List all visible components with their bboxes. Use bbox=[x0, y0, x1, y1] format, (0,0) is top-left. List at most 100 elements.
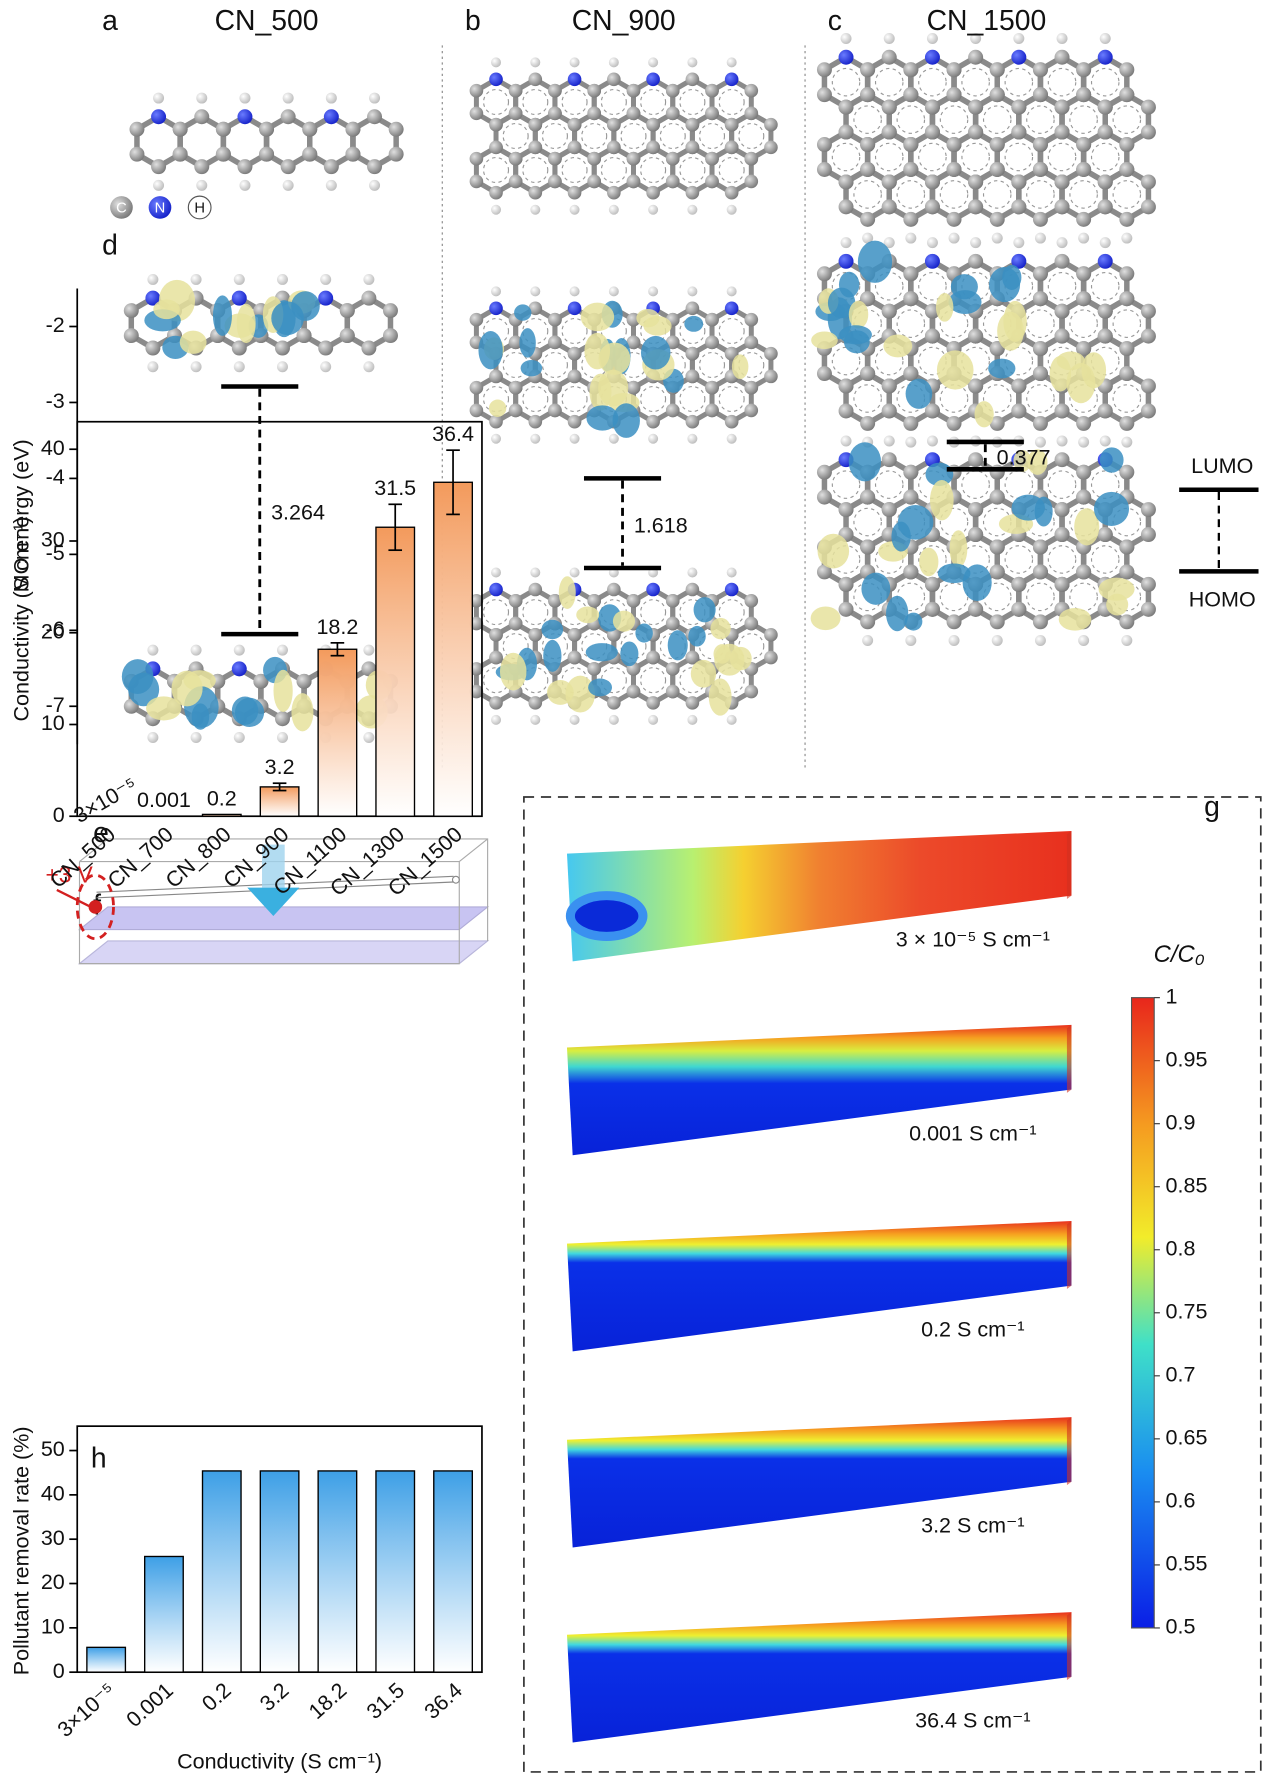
atom bbox=[296, 328, 312, 344]
orbital-lobe bbox=[640, 335, 671, 370]
value-label: 0.2 bbox=[207, 786, 237, 810]
orbital-lobe bbox=[558, 576, 576, 609]
aromatic-ring bbox=[1090, 67, 1120, 97]
aromatic-ring bbox=[853, 384, 882, 413]
atom bbox=[1140, 527, 1156, 543]
atom bbox=[469, 83, 484, 98]
atom bbox=[1032, 366, 1048, 382]
atom bbox=[903, 137, 919, 153]
atom bbox=[489, 185, 503, 200]
atom bbox=[489, 369, 503, 384]
h-atom bbox=[926, 237, 938, 249]
panel-frame bbox=[523, 796, 1262, 1773]
atom bbox=[231, 661, 247, 677]
aromatic-ring bbox=[896, 180, 926, 209]
atom bbox=[946, 87, 962, 103]
atom bbox=[607, 696, 621, 710]
y-tick-label: 0 bbox=[53, 1659, 65, 1683]
atom bbox=[685, 140, 700, 155]
atom bbox=[528, 582, 543, 597]
atom bbox=[881, 124, 897, 140]
device-edge bbox=[79, 838, 489, 941]
orbital-lobe bbox=[810, 606, 841, 631]
atom bbox=[194, 109, 210, 125]
atom bbox=[989, 87, 1005, 103]
device-base bbox=[77, 940, 490, 965]
atom bbox=[860, 211, 876, 227]
value-label: 36.4 bbox=[432, 422, 474, 446]
atom bbox=[567, 117, 582, 132]
atom bbox=[665, 335, 680, 350]
atom bbox=[744, 312, 759, 327]
aromatic-ring bbox=[1026, 309, 1055, 338]
atom bbox=[724, 582, 739, 597]
orbital-lobe bbox=[171, 670, 203, 707]
atom bbox=[489, 117, 503, 132]
orbital-lobe bbox=[541, 619, 564, 640]
atom bbox=[587, 594, 602, 608]
orbital-lobe bbox=[153, 299, 180, 320]
aromatic-ring bbox=[522, 386, 549, 413]
h-atom bbox=[687, 57, 698, 68]
structures bbox=[121, 33, 1156, 1743]
atom bbox=[587, 106, 602, 121]
aromatic-ring bbox=[640, 599, 667, 626]
aromatic-ring bbox=[698, 352, 726, 379]
colorbar-tick-label: 0.75 bbox=[1166, 1299, 1208, 1323]
atom bbox=[489, 140, 503, 155]
atom bbox=[1119, 87, 1135, 103]
aromatic-ring bbox=[1026, 105, 1055, 134]
aromatic-ring bbox=[522, 88, 549, 116]
h-atom bbox=[970, 33, 982, 45]
atom bbox=[924, 49, 940, 65]
h-atom bbox=[569, 714, 580, 725]
atom bbox=[469, 151, 484, 166]
orbital-lobe bbox=[684, 315, 704, 332]
atom bbox=[1076, 415, 1092, 431]
h-atom bbox=[190, 731, 202, 743]
aromatic-ring bbox=[1090, 271, 1120, 301]
orbital-lobe bbox=[1074, 508, 1100, 546]
h-atom bbox=[147, 644, 159, 656]
value-label: 31.5 bbox=[374, 476, 416, 500]
orbital-lobe bbox=[1027, 449, 1048, 475]
atom bbox=[989, 211, 1005, 227]
atom bbox=[646, 696, 660, 710]
atom bbox=[528, 140, 543, 155]
atom bbox=[489, 650, 503, 665]
orbital-lobe bbox=[861, 572, 891, 605]
atom bbox=[646, 140, 660, 155]
orbital-lobe bbox=[817, 533, 850, 569]
atom bbox=[1119, 266, 1135, 282]
orbital-lobe bbox=[635, 623, 653, 643]
orbital-lobe bbox=[1011, 494, 1045, 521]
h-atom bbox=[369, 92, 381, 104]
atom bbox=[567, 185, 582, 200]
y-tick-label: 20 bbox=[41, 619, 65, 643]
bar bbox=[317, 1470, 358, 1673]
aromatic-ring bbox=[718, 88, 745, 116]
atom bbox=[367, 109, 383, 125]
h-atom bbox=[726, 433, 737, 444]
h-atom bbox=[190, 273, 202, 285]
orbital-lobe bbox=[935, 292, 954, 322]
atom bbox=[1119, 162, 1135, 177]
orbital-lobe bbox=[919, 547, 939, 577]
h-atom bbox=[569, 433, 580, 444]
h-atom bbox=[1013, 237, 1025, 249]
atom bbox=[838, 49, 854, 65]
atom bbox=[968, 199, 984, 215]
aromatic-ring bbox=[1069, 105, 1098, 134]
aromatic-ring bbox=[1069, 309, 1098, 338]
h-atom bbox=[277, 273, 288, 285]
aromatic-ring bbox=[640, 88, 667, 116]
panel-label: b bbox=[465, 5, 481, 37]
atom bbox=[1140, 303, 1156, 319]
colorbar-tick-label: 0.7 bbox=[1166, 1363, 1196, 1387]
value-label: 18.2 bbox=[316, 615, 358, 639]
h-atom bbox=[1034, 635, 1046, 647]
h-atom bbox=[1078, 635, 1090, 647]
atom bbox=[302, 146, 318, 162]
flow-arrow bbox=[262, 844, 285, 888]
atom bbox=[1140, 174, 1156, 190]
